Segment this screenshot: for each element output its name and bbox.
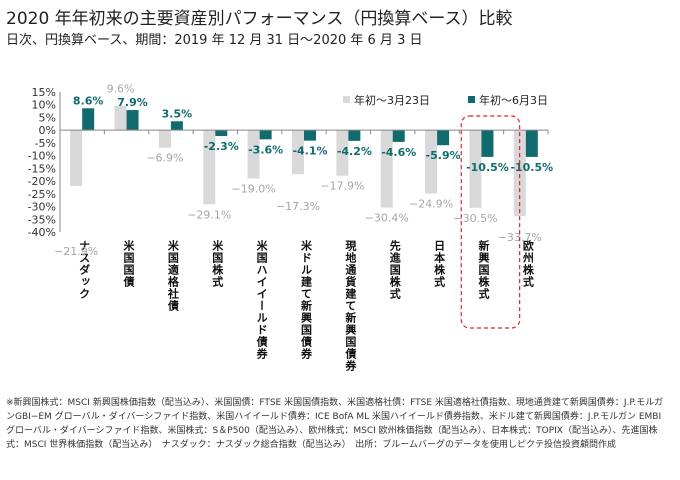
data-label: -5.9% [426, 149, 461, 162]
category-label: ナスダック [78, 240, 91, 300]
data-label: -2.3% [204, 140, 239, 153]
bar [70, 130, 83, 186]
bar [525, 130, 538, 157]
category-label: 米国株式 [211, 239, 225, 288]
bar [481, 130, 494, 157]
bar [425, 130, 438, 194]
y-tick-label: -25% [28, 188, 56, 201]
data-label: -4.1% [292, 145, 327, 158]
category-label: 新興国株式 [477, 239, 490, 300]
bar [348, 130, 361, 141]
bar [170, 121, 183, 131]
data-label: −30.4% [365, 212, 409, 225]
bar [247, 130, 260, 179]
bar [469, 130, 482, 208]
chart-title: 2020 年年初来の主要資産別パフォーマンス（円換算ベース）比較 [6, 9, 513, 29]
category-label: 米ドル建て新興国債券 [300, 239, 314, 360]
bar [215, 130, 228, 137]
legend-swatch [468, 96, 475, 103]
y-tick-label: 15% [32, 86, 56, 99]
data-label: 3.5% [162, 107, 193, 120]
category-label: 米国ハイイールド債券 [255, 239, 269, 360]
data-label: −19.0% [232, 183, 276, 196]
data-label: 7.9% [117, 96, 148, 109]
bar-chart: 15%10%5%0%-5%-10%-15%-20%-25%-30%-35%-40… [28, 83, 554, 372]
data-label: −17.3% [276, 200, 320, 213]
legend-swatch [343, 96, 350, 103]
bar [392, 130, 405, 142]
bar [380, 130, 393, 208]
category-label: 現地通貨建て新興国債券 [344, 240, 358, 372]
category-label: 欧州株式 [521, 239, 535, 288]
data-label: −6.9% [146, 152, 183, 165]
bar [82, 108, 95, 131]
y-tick-label: 0% [39, 124, 56, 137]
category-label: 先進国株式 [388, 239, 401, 300]
bar [259, 130, 272, 140]
data-label: -4.6% [381, 146, 416, 159]
data-label: −24.9% [409, 198, 453, 211]
bar [437, 130, 450, 146]
data-label: -10.5% [466, 161, 509, 174]
y-tick-label: -5% [35, 137, 56, 150]
y-tick-label: -30% [28, 201, 56, 214]
data-label: -10.5% [510, 161, 553, 174]
data-label: 9.6% [107, 83, 135, 96]
data-label: −29.1% [187, 208, 231, 221]
bar [158, 130, 171, 148]
y-tick-label: -15% [28, 162, 56, 175]
data-label: -4.2% [337, 145, 372, 158]
highlight-box [460, 115, 521, 329]
category-label: 米国適格社債 [166, 239, 180, 312]
legend-label: 年初～3月23日 [354, 93, 430, 107]
footnote: ※新興国株式：MSCI 新興国株価指数（配当込み）、米国国債：FTSE 米国国債… [6, 398, 664, 450]
data-label: −30.5% [453, 212, 497, 225]
y-tick-label: -40% [28, 226, 56, 239]
y-tick-label: -20% [28, 175, 56, 188]
legend-label: 年初～6月3日 [479, 93, 548, 107]
bar [126, 110, 139, 131]
category-label: 米国国債 [122, 239, 136, 288]
data-label: −21.9% [54, 245, 98, 258]
bar [336, 130, 349, 176]
bar [292, 130, 304, 175]
bar [513, 130, 526, 216]
y-tick-label: -35% [28, 213, 56, 226]
data-label: -3.6% [248, 143, 283, 156]
y-tick-label: -10% [28, 150, 56, 163]
chart-subtitle: 日次、円換算ベース、期間：2019 年 12 月 31 日～2020 年 6 月… [6, 33, 423, 48]
bar [304, 130, 316, 141]
category-label: 日本株式 [433, 240, 446, 288]
data-label: −17.9% [320, 180, 364, 193]
y-tick-label: 10% [32, 99, 56, 112]
bar [203, 130, 216, 205]
data-label: 8.6% [73, 94, 104, 107]
bar [114, 105, 127, 131]
y-tick-label: 5% [39, 111, 56, 124]
